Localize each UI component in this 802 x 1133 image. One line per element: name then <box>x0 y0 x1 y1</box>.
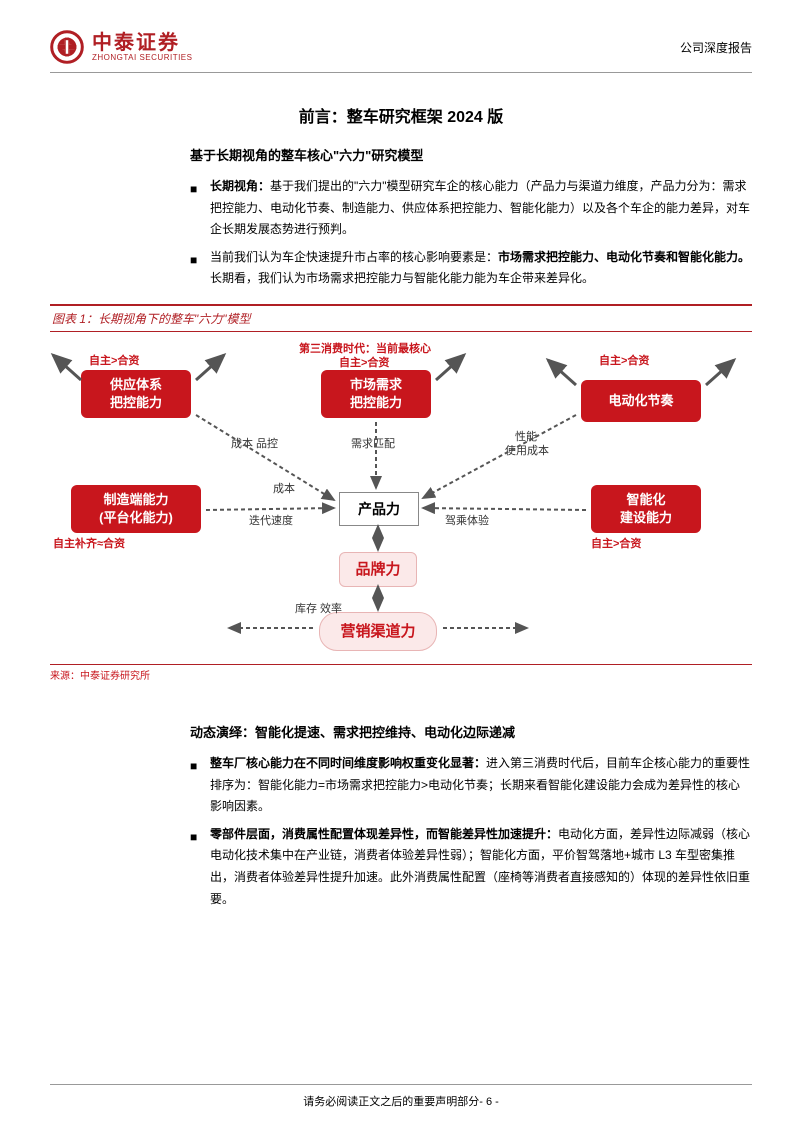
page-header: 中泰证券 ZHONGTAI SECURITIES 公司深度报告 <box>50 30 752 73</box>
footer-disclaimer: 请务必阅读正文之后的重要声明部分 <box>303 1096 479 1108</box>
bullet-content: 当前我们认为车企快速提升市占率的核心影响要素是：市场需求把控能力、电动化节奏和智… <box>210 247 752 290</box>
bullet-content: 整车厂核心能力在不同时间维度影响权重变化显著：进入第三消费时代后，目前车企核心能… <box>210 753 752 818</box>
six-forces-diagram: 自主>合资 第三消费时代：当前最核心 自主>合资 自主>合资 自主补齐≈合资 自… <box>51 340 751 660</box>
bullet-bold: 整车厂核心能力在不同时间维度影响权重变化显著： <box>210 756 486 770</box>
logo-icon <box>50 30 84 64</box>
bullet-item: ■ 整车厂核心能力在不同时间维度影响权重变化显著：进入第三消费时代后，目前车企核… <box>190 753 752 818</box>
figure-caption-bar: 图表 1：长期视角下的整车"六力"模型 自主>合资 第三消费时代：当前最核心 自… <box>50 304 752 665</box>
page-footer: 请务必阅读正文之后的重要声明部分- 6 - <box>50 1084 752 1109</box>
brand-logo: 中泰证券 ZHONGTAI SECURITIES <box>50 30 192 64</box>
bullet-bold: 长期视角： <box>210 179 270 193</box>
figure-source: 来源：中泰证券研究所 <box>50 667 752 682</box>
bullet-item: ■ 长期视角：基于我们提出的"六力"模型研究车企的核心能力（产品力与渠道力维度，… <box>190 176 752 241</box>
bullet-content: 长期视角：基于我们提出的"六力"模型研究车企的核心能力（产品力与渠道力维度，产品… <box>210 176 752 241</box>
bullet-square-icon: ■ <box>190 827 200 910</box>
bullet-text: 基于我们提出的"六力"模型研究车企的核心能力（产品力与渠道力维度，产品力分为：需… <box>210 179 750 236</box>
bullet-item: ■ 当前我们认为车企快速提升市占率的核心影响要素是：市场需求把控能力、电动化节奏… <box>190 247 752 290</box>
bullet-square-icon: ■ <box>190 179 200 241</box>
doc-type-label: 公司深度报告 <box>680 39 752 56</box>
subsection-title-1: 基于长期视角的整车核心"六力"研究模型 <box>190 145 752 164</box>
page-number: - 6 - <box>479 1096 499 1108</box>
bullet-bold: 零部件层面，消费属性配置体现差异性，而智能差异性加速提升： <box>210 827 558 841</box>
bullet-post: 长期看，我们认为市场需求把控能力与智能化能力能为车企带来差异化。 <box>210 271 594 285</box>
bullet-bold: 市场需求把控能力、电动化节奏和智能化能力。 <box>498 250 750 264</box>
brand-name-en: ZHONGTAI SECURITIES <box>92 54 192 63</box>
bullet-pre: 当前我们认为车企快速提升市占率的核心影响要素是： <box>210 250 498 264</box>
section-title: 前言：整车研究框架 2024 版 <box>50 103 752 127</box>
brand-name-cn: 中泰证券 <box>92 32 192 54</box>
logo-text: 中泰证券 ZHONGTAI SECURITIES <box>92 32 192 63</box>
bullet-square-icon: ■ <box>190 250 200 290</box>
subsection-title-2: 动态演绎：智能化提速、需求把控维持、电动化边际递减 <box>190 722 752 741</box>
bullet-content: 零部件层面，消费属性配置体现差异性，而智能差异性加速提升：电动化方面，差异性边际… <box>210 824 752 910</box>
bullet-square-icon: ■ <box>190 756 200 818</box>
bullet-item: ■ 零部件层面，消费属性配置体现差异性，而智能差异性加速提升：电动化方面，差异性… <box>190 824 752 910</box>
page: 中泰证券 ZHONGTAI SECURITIES 公司深度报告 前言：整车研究框… <box>0 0 802 1133</box>
figure-caption: 图表 1：长期视角下的整车"六力"模型 <box>50 306 752 332</box>
diagram-arrows <box>51 340 751 660</box>
